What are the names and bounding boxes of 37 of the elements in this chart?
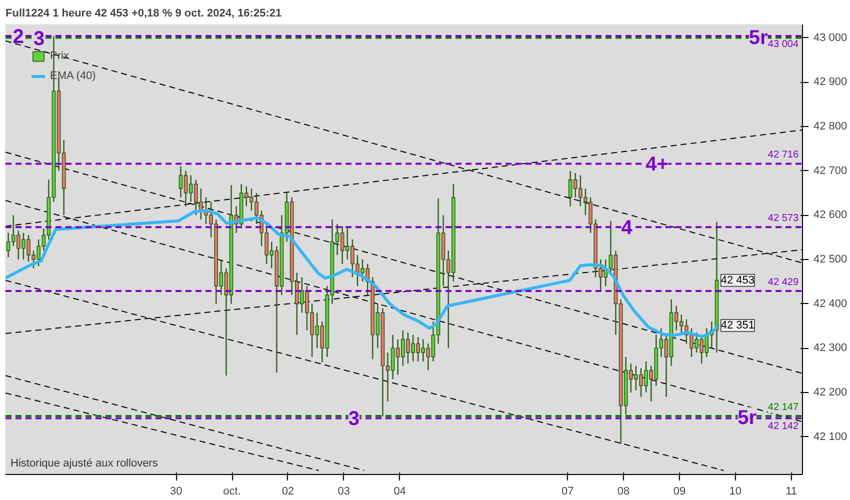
- y-tick-label: 42 600: [814, 209, 848, 222]
- annotation: 5r: [738, 407, 757, 430]
- x-tick-label: 08: [617, 486, 630, 498]
- y-tick-label: 42 400: [814, 298, 848, 310]
- x-tick-label: 09: [673, 486, 686, 498]
- x-tick-label: 11: [786, 486, 798, 498]
- x-tick-label: oct.: [223, 486, 241, 498]
- annotation: 4: [621, 217, 634, 240]
- ref-line-label: 42 147: [768, 402, 799, 413]
- annotation: 2: [12, 26, 24, 48]
- y-tick-label: 42 200: [814, 386, 848, 398]
- x-tick-label: 02: [282, 486, 294, 498]
- chart-title: Full1224 1 heure 42 453 +0,18 % 9 oct. 2024, 16:25:21: [6, 8, 282, 20]
- y-tick-label: 42 900: [814, 76, 848, 88]
- y-tick-label: 42 300: [814, 342, 848, 354]
- annotation: 3: [33, 28, 45, 50]
- ref-line-label: 42 142: [768, 421, 799, 432]
- y-tick-label: 42 100: [814, 430, 848, 443]
- annotation: Historique ajusté aux rollovers: [10, 458, 158, 470]
- y-tick-label: 42 500: [814, 253, 848, 266]
- y-tick-label: 43 000: [814, 32, 848, 44]
- y-tick-label: 42 800: [814, 120, 848, 132]
- annotation: 5r: [748, 26, 768, 49]
- x-tick-label: 04: [394, 486, 406, 498]
- y-tick-label: 42 700: [814, 164, 848, 177]
- ref-line-label: 42 716: [768, 150, 799, 161]
- x-tick-label: 07: [561, 486, 574, 498]
- annotation: 4+: [646, 154, 668, 176]
- annotation: 42 453: [720, 274, 755, 286]
- ref-line-label: 43 004: [768, 39, 799, 50]
- x-tick-label: 10: [729, 486, 742, 498]
- ref-line-label: 42 429: [768, 276, 799, 288]
- x-tick-label: 03: [338, 486, 350, 498]
- x-tick-label: 30: [170, 486, 182, 498]
- annotation: 42 351: [720, 320, 755, 332]
- annotation: 3: [348, 408, 360, 430]
- ref-line-label: 42 573: [768, 213, 799, 224]
